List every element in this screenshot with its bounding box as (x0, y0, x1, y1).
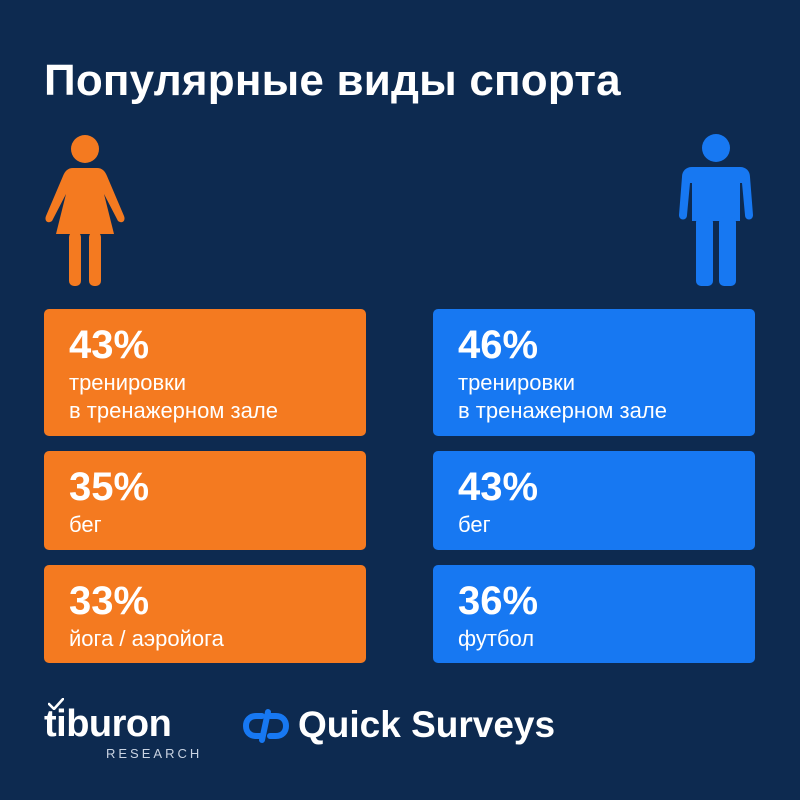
tiburon-subtitle: RESEARCH (106, 746, 203, 761)
stat-label: тренировки в тренажерном зале (69, 369, 366, 425)
female-stat-card: 33% йога / аэройога (44, 565, 366, 663)
female-stat-card: 35% бег (44, 451, 366, 550)
checkmark-icon (48, 698, 64, 710)
man-figure-icon (679, 134, 753, 286)
stat-percent: 43% (69, 323, 150, 367)
woman-figure-icon (45, 135, 125, 286)
stat-label: бег (69, 512, 102, 537)
stat-label: тренировки в тренажерном зале (458, 369, 755, 425)
male-stat-card: 36% футбол (433, 565, 755, 663)
stat-label: йога / аэройога (69, 626, 224, 651)
male-stat-card: 46% тренировки в тренажерном зале (433, 309, 755, 436)
male-stat-card: 43% бег (433, 451, 755, 550)
stat-label: футбол (458, 626, 535, 651)
stat-label-line: в тренажерном зале (458, 398, 667, 423)
stat-percent: 43% (458, 465, 539, 509)
stat-percent: 36% (458, 579, 539, 623)
page-title: Популярные виды спорта (44, 56, 621, 105)
tiburon-research-logo: tiburon RESEARCH (44, 698, 204, 762)
stat-percent: 33% (69, 579, 150, 623)
quick-surveys-wordmark: Quick Surveys (298, 704, 556, 745)
stat-label-line: тренировки (69, 370, 187, 395)
tiburon-wordmark: tiburon (44, 703, 172, 745)
quick-surveys-icon (242, 709, 290, 743)
stat-percent: 35% (69, 465, 150, 509)
female-stat-card: 43% тренировки в тренажерном зале (44, 309, 366, 436)
stat-label: бег (458, 512, 491, 537)
stat-label-line: в тренажерном зале (69, 398, 278, 423)
stat-percent: 46% (458, 323, 539, 367)
stat-label-line: тренировки (458, 370, 576, 395)
